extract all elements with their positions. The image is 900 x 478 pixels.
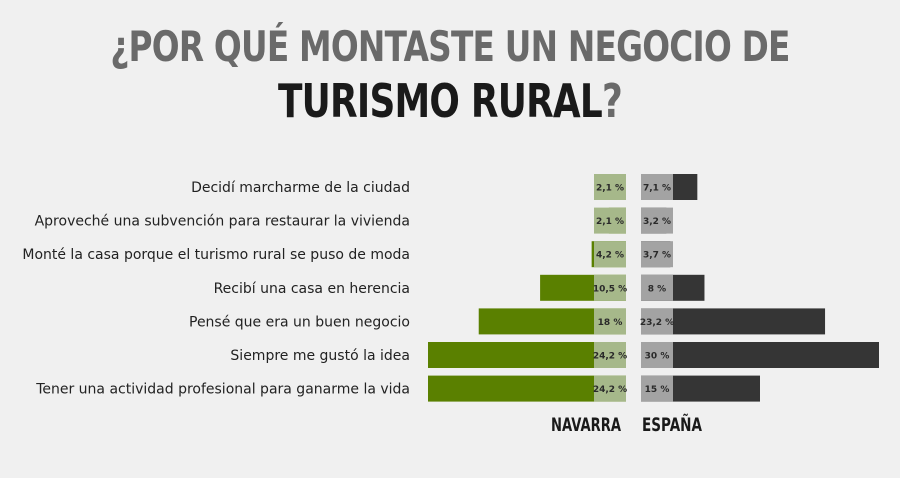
category-label: Pensé que era un buen negocio <box>189 314 410 330</box>
bar-navarra <box>428 375 626 402</box>
value-box-navarra <box>594 274 626 301</box>
value-box-navarra <box>594 207 626 234</box>
value-label-espana: 30 % <box>645 352 670 362</box>
value-label-espana: 23,2 % <box>640 318 674 328</box>
value-box-navarra <box>594 174 626 200</box>
value-box-espana <box>641 342 673 368</box>
legend-espana: ESPAÑA <box>642 412 702 436</box>
value-box-espana <box>641 241 673 268</box>
value-box-navarra <box>594 308 626 335</box>
value-label-navarra: 4,2 % <box>596 251 624 261</box>
chart-title-emphasis: TURISMO RURAL? <box>99 74 801 128</box>
category-label: Monté la casa porque el turismo rural se… <box>22 247 410 263</box>
value-box-espana <box>641 274 673 301</box>
value-box-navarra <box>594 342 626 368</box>
category-label: Decidí marcharme de la ciudad <box>191 180 410 196</box>
bar-navarra <box>428 342 626 368</box>
value-label-espana: 15 % <box>645 385 670 395</box>
chart-title-question-mark: ? <box>601 74 623 128</box>
value-label-navarra: 10,5 % <box>593 284 627 294</box>
category-label: Recibí una casa en herencia <box>214 281 410 297</box>
value-box-navarra <box>594 241 626 268</box>
chart-title: ¿POR QUÉ MONTASTE UN NEGOCIO DE <box>110 22 790 71</box>
legend-navarra: NAVARRA <box>551 414 621 436</box>
value-label-espana: 3,2 % <box>643 217 671 227</box>
category-label: Siempre me gustó la idea <box>230 348 410 364</box>
value-box-espana <box>641 308 673 335</box>
value-box-espana <box>641 375 673 402</box>
value-label-espana: 3,7 % <box>643 251 671 261</box>
value-label-navarra: 24,2 % <box>593 352 627 362</box>
category-label: Aproveché una subvención para restaurar … <box>35 214 410 230</box>
value-label-navarra: 24,2 % <box>593 385 627 395</box>
value-label-espana: 8 % <box>648 284 666 294</box>
value-label-navarra: 2,1 % <box>596 217 624 227</box>
value-label-espana: 7,1 % <box>643 184 671 194</box>
value-box-navarra <box>594 375 626 402</box>
value-box-espana <box>641 207 673 234</box>
chart-title-main: TURISMO RURAL <box>277 74 603 128</box>
bar-espana <box>641 342 879 368</box>
value-label-navarra: 2,1 % <box>596 184 624 194</box>
value-box-espana <box>641 174 673 200</box>
category-label: Tener una actividad profesional para gan… <box>35 382 410 398</box>
value-label-navarra: 18 % <box>598 318 623 328</box>
